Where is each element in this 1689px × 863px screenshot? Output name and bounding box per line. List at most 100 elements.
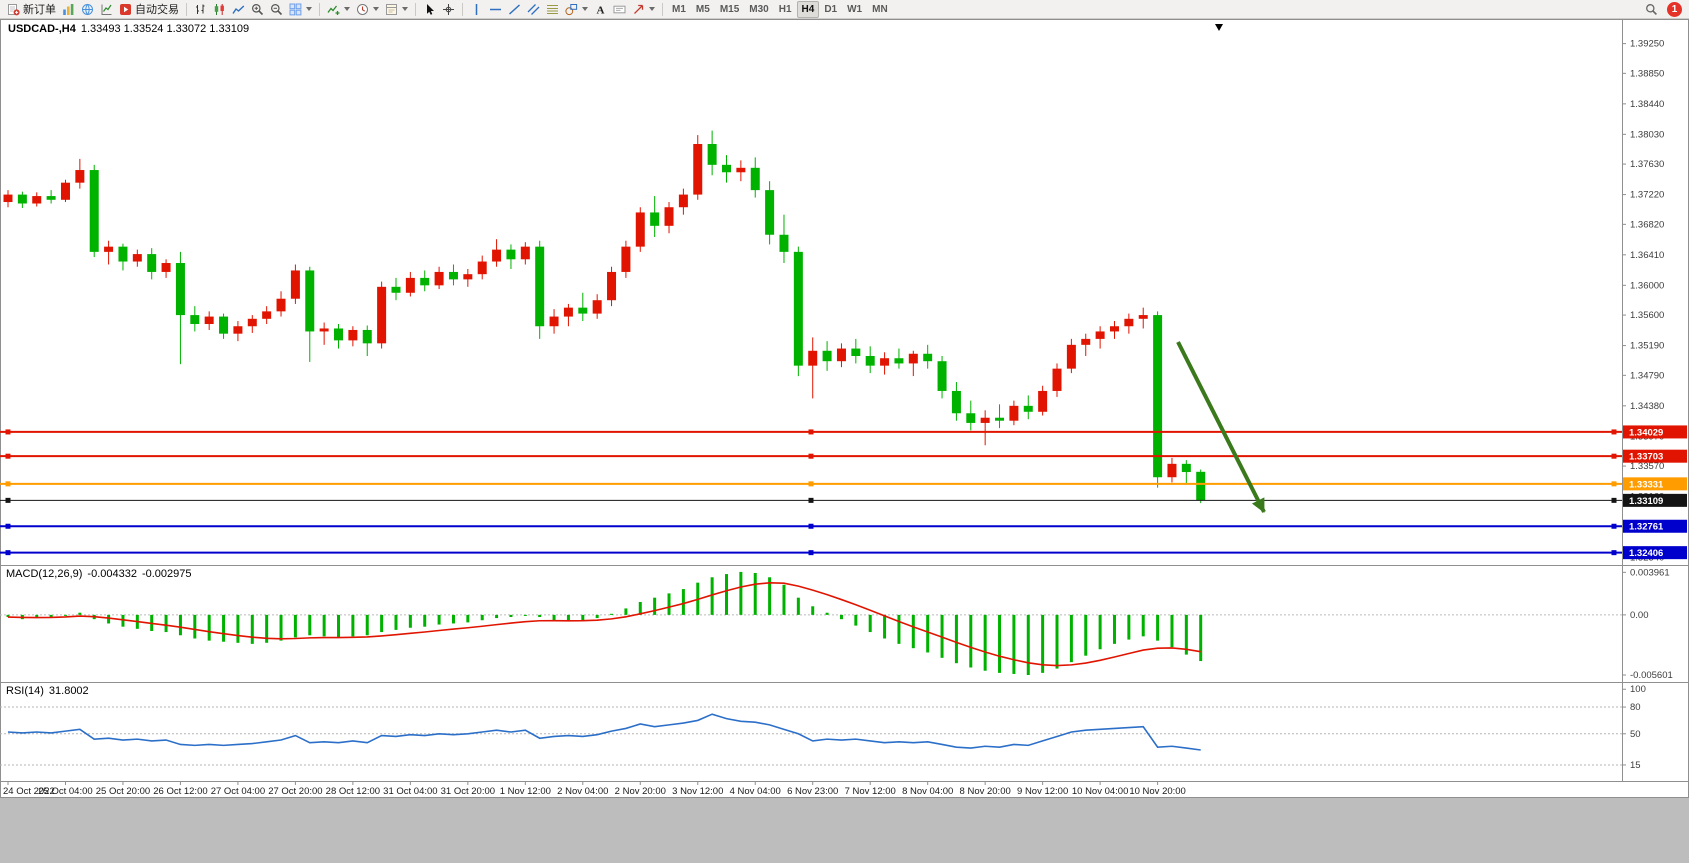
svg-text:2 Nov 20:00: 2 Nov 20:00 xyxy=(615,786,666,797)
main-toolbar: 新订单 自动交易 A M1 M5 M15 M30 H1 H4 D1 W1 MN 1 xyxy=(0,0,1689,19)
strategy-tester-button[interactable] xyxy=(78,1,97,17)
svg-text:4 Nov 04:00: 4 Nov 04:00 xyxy=(730,786,781,797)
channel-icon xyxy=(527,3,540,15)
crosshair-button[interactable] xyxy=(439,1,458,17)
line-handle[interactable] xyxy=(1611,497,1617,503)
macd-pane: 0.003961 0.00 -0.005601 xyxy=(0,567,1673,681)
periods-button[interactable] xyxy=(353,1,382,17)
zoom-out-button[interactable] xyxy=(267,1,286,17)
timeframe-w1-button[interactable]: W1 xyxy=(847,3,863,15)
indicators-button[interactable] xyxy=(324,1,353,17)
line-handle[interactable] xyxy=(5,523,11,529)
text-label-button[interactable] xyxy=(610,1,629,17)
line-handle[interactable] xyxy=(808,523,814,529)
charts-button[interactable] xyxy=(59,1,78,17)
auto-trading-button-label: 自动交易 xyxy=(135,4,179,16)
indicators-icon xyxy=(327,5,340,15)
zoom-in-button[interactable] xyxy=(248,1,267,17)
scroll-anchor-icon[interactable] xyxy=(1215,24,1223,31)
trendline-button[interactable] xyxy=(505,1,524,17)
auto-trading-button[interactable]: 自动交易 xyxy=(116,1,182,17)
line-handle[interactable] xyxy=(808,481,814,487)
timeframe-m5-button[interactable]: M5 xyxy=(695,3,710,15)
template-icon xyxy=(386,3,397,15)
shapes-button[interactable] xyxy=(562,1,591,17)
timeframe-h4-button[interactable]: H4 xyxy=(796,0,820,18)
line-handle[interactable] xyxy=(5,481,11,487)
svg-text:1.34790: 1.34790 xyxy=(1630,370,1664,381)
equidistant-channel-button[interactable] xyxy=(524,1,543,17)
price-tag xyxy=(1623,449,1687,463)
ohlc-icon xyxy=(196,4,205,14)
linechart-icon xyxy=(232,4,245,14)
line-handle[interactable] xyxy=(1611,550,1617,556)
cursor-button[interactable] xyxy=(420,1,439,17)
line-handle[interactable] xyxy=(808,429,814,435)
svg-text:31 Oct 04:00: 31 Oct 04:00 xyxy=(383,786,437,797)
notification-badge[interactable]: 1 xyxy=(1667,1,1682,17)
line-handle[interactable] xyxy=(5,550,11,556)
market-depth-button[interactable] xyxy=(97,1,116,17)
arrows-button[interactable] xyxy=(629,1,658,17)
svg-text:9 Nov 12:00: 9 Nov 12:00 xyxy=(1017,786,1068,797)
line-chart-button[interactable] xyxy=(229,1,248,17)
line-handle[interactable] xyxy=(808,497,814,503)
timeframe-h1-button[interactable]: H1 xyxy=(778,3,792,15)
workspace-background xyxy=(0,799,1689,863)
line-handle[interactable] xyxy=(5,497,11,503)
chevron-down-icon xyxy=(344,7,350,11)
tile-windows-button[interactable] xyxy=(286,1,315,17)
svg-text:100: 100 xyxy=(1630,684,1646,695)
line-handle[interactable] xyxy=(808,453,814,459)
rsi-pane: 100 80 50 15 xyxy=(0,684,1646,771)
time-scale-drag-area[interactable] xyxy=(0,782,1622,798)
line-handle[interactable] xyxy=(808,550,814,556)
label-icon xyxy=(613,5,626,13)
price-tag xyxy=(1623,493,1687,507)
line-handle[interactable] xyxy=(1611,453,1617,459)
line-handle[interactable] xyxy=(1611,429,1617,435)
community-search-button[interactable] xyxy=(1642,1,1661,17)
svg-text:1.33109: 1.33109 xyxy=(1629,496,1663,507)
svg-text:15: 15 xyxy=(1630,760,1641,771)
svg-text:25 Oct 04:00: 25 Oct 04:00 xyxy=(38,786,92,797)
svg-text:-0.005601: -0.005601 xyxy=(1630,670,1673,681)
time-scale[interactable]: 24 Oct 202225 Oct 04:00 25 Oct 20:0026 Oc… xyxy=(3,782,1186,797)
line-handle[interactable] xyxy=(5,453,11,459)
candlesticks-button[interactable] xyxy=(210,1,229,17)
line-handle[interactable] xyxy=(1611,481,1617,487)
new-order-button[interactable]: 新订单 xyxy=(4,1,59,17)
templates-button[interactable] xyxy=(382,1,411,17)
chart-bars-icon xyxy=(63,3,74,15)
vertical-line-button[interactable] xyxy=(467,1,486,17)
trend-icon xyxy=(508,3,521,15)
timeframe-m30-button[interactable]: M30 xyxy=(749,3,769,15)
line-handle[interactable] xyxy=(5,429,11,435)
price-scale-drag-area[interactable] xyxy=(1623,19,1689,782)
timeframe-m15-button[interactable]: M15 xyxy=(719,3,740,15)
zoom-out-icon xyxy=(271,3,283,15)
vline-icon xyxy=(475,3,478,15)
svg-text:27 Oct 04:00: 27 Oct 04:00 xyxy=(211,786,265,797)
timeframe-d1-button[interactable]: D1 xyxy=(824,3,838,15)
ohlc-bars-button[interactable] xyxy=(191,1,210,17)
horizontal-line-button[interactable] xyxy=(486,1,505,17)
trend-arrow[interactable] xyxy=(1176,341,1266,513)
svg-text:1.33331: 1.33331 xyxy=(1629,479,1664,490)
timeframe-mn-button[interactable]: MN xyxy=(872,3,888,15)
timeframe-m1-button[interactable]: M1 xyxy=(672,3,686,15)
chevron-down-icon xyxy=(582,7,588,11)
text-button[interactable]: A xyxy=(591,1,610,17)
chevron-down-icon xyxy=(306,7,312,11)
cursor-icon xyxy=(427,3,434,15)
horizontal-levels[interactable]: 1.34029 1.33703 1.33331 1.33109 1.32761 1.324… xyxy=(0,425,1687,560)
chart-window[interactable] xyxy=(0,19,1689,798)
svg-text:1.34380: 1.34380 xyxy=(1630,401,1664,412)
candles-icon xyxy=(214,3,224,15)
rsi-line xyxy=(7,713,1201,751)
chevron-down-icon xyxy=(373,7,379,11)
depth-icon xyxy=(101,4,112,15)
fibonacci-button[interactable] xyxy=(543,1,562,17)
line-handle[interactable] xyxy=(1611,523,1617,529)
